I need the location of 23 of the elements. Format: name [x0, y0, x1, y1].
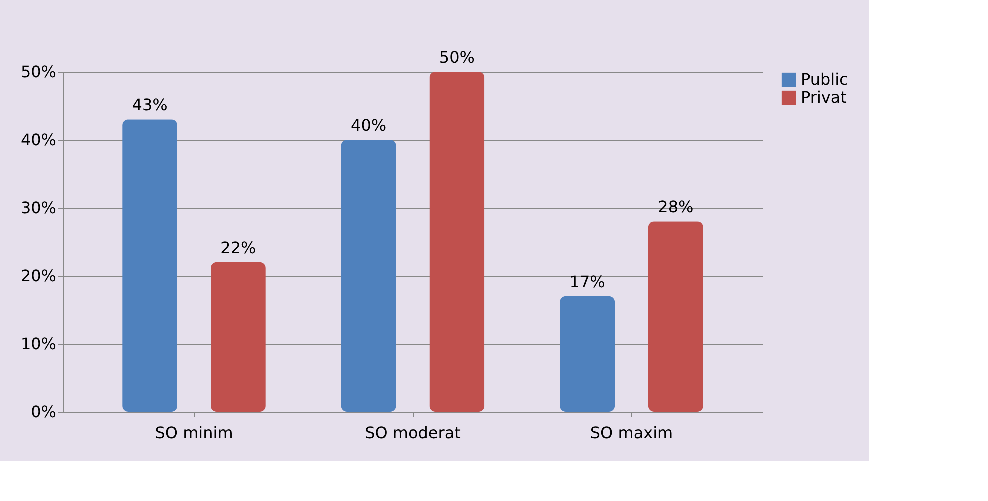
- y-tick-label: 50%: [20, 62, 56, 82]
- x-tick-label: SO maxim: [590, 424, 674, 442]
- legend-label: Public: [801, 70, 848, 89]
- y-tick-label: 40%: [20, 130, 56, 150]
- x-tick-label: SO minim: [155, 424, 234, 442]
- bar: [648, 222, 704, 412]
- bar: [430, 72, 485, 412]
- y-tick-label: 10%: [20, 334, 56, 354]
- data-label: 40%: [351, 116, 387, 135]
- bar: [341, 140, 396, 412]
- bar: [210, 262, 266, 412]
- x-tick-label: SO moderat: [365, 424, 461, 442]
- bar: [122, 120, 178, 412]
- data-label: 28%: [658, 198, 694, 217]
- y-tick-label: 20%: [20, 266, 56, 286]
- bar: [560, 296, 616, 412]
- y-tick-label: 0%: [31, 402, 56, 422]
- data-label: 50%: [439, 48, 475, 67]
- data-label: 17%: [570, 272, 606, 292]
- data-label: 22%: [220, 238, 256, 258]
- y-tick-label: 30%: [20, 198, 56, 218]
- data-label: 43%: [132, 96, 168, 115]
- legend-label: Privat: [801, 88, 847, 107]
